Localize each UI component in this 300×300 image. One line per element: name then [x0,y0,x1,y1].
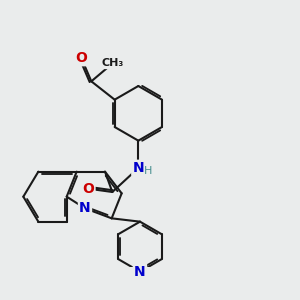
Text: O: O [82,182,94,196]
Text: N: N [134,265,146,279]
Text: CH₃: CH₃ [102,58,124,68]
Text: N: N [133,161,144,175]
Text: H: H [143,166,152,176]
Text: O: O [75,51,87,65]
Text: N: N [79,201,91,215]
